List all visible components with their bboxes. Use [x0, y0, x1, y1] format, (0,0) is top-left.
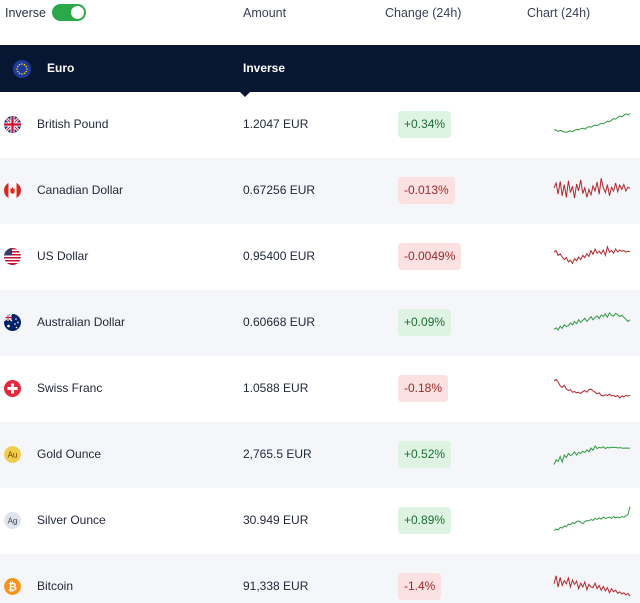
change-badge: -0.0049%: [398, 243, 462, 270]
sparkline-path: [553, 245, 631, 265]
currency-row[interactable]: ₿ Bitcoin 91,338 EUR -1.4%: [0, 554, 640, 603]
sparkline-path: [553, 311, 631, 331]
currency-row[interactable]: Australian Dollar 0.60668 EUR +0.09%: [0, 290, 640, 356]
sparkline-path: [553, 506, 631, 531]
sparkline-path: [553, 445, 631, 465]
currency-name: Australian Dollar: [37, 315, 126, 329]
sparkline-chart: [553, 506, 631, 531]
canada-flag-icon: [4, 182, 21, 199]
sparkline-chart: [553, 445, 631, 465]
inverse-toggle-label: Inverse: [5, 5, 46, 20]
bitcoin-icon: ₿: [4, 578, 21, 595]
svg-text:Au: Au: [8, 451, 18, 460]
australia-flag-icon: [4, 314, 21, 331]
change-badge: +0.09%: [398, 309, 452, 336]
currency-row[interactable]: US Dollar 0.95400 EUR -0.0049%: [0, 224, 640, 290]
currency-row[interactable]: Ag Silver Ounce 30.949 EUR +0.89%: [0, 488, 640, 554]
currency-amount: 0.60668 EUR: [243, 315, 316, 329]
currency-amount: 91,338 EUR: [243, 579, 309, 593]
base-mode-label: Inverse: [243, 61, 286, 75]
inverse-toggle[interactable]: [52, 4, 86, 21]
currency-name: Silver Ounce: [37, 513, 106, 527]
currency-name: Bitcoin: [37, 579, 74, 593]
svg-text:₿: ₿: [8, 581, 17, 594]
currency-row[interactable]: Canadian Dollar 0.67256 EUR -0.013%: [0, 158, 640, 224]
eu-flag-icon: [13, 60, 31, 78]
sparkline-path: [553, 178, 631, 199]
swiss-flag-icon: [4, 380, 21, 397]
header-pointer: [240, 92, 250, 97]
sparkline-chart: [553, 311, 631, 331]
currency-name: Gold Ounce: [37, 447, 102, 461]
change-badge: -0.013%: [398, 177, 455, 204]
currency-row[interactable]: Swiss Franc 1.0588 EUR -0.18%: [0, 356, 640, 422]
currency-amount: 0.95400 EUR: [243, 249, 316, 263]
currency-amount: 1.2047 EUR: [243, 117, 309, 131]
change-badge: +0.52%: [398, 441, 452, 468]
change-badge: -1.4%: [398, 573, 442, 600]
currency-name: Canadian Dollar: [37, 183, 124, 197]
sparkline-chart: [553, 178, 631, 199]
currency-row[interactable]: British Pound 1.2047 EUR +0.34%: [0, 92, 640, 158]
table-header: Inverse Amount Change (24h) Chart (24h): [0, 0, 640, 45]
currency-row[interactable]: Au Gold Ounce 2,765.5 EUR +0.52%: [0, 422, 640, 488]
sparkline-path: [553, 378, 631, 399]
currency-amount: 30.949 EUR: [243, 513, 309, 527]
sparkline-chart: [553, 113, 631, 133]
currency-name: US Dollar: [37, 249, 89, 263]
column-header-amount: Amount: [243, 6, 287, 20]
currency-amount: 1.0588 EUR: [243, 381, 309, 395]
column-header-chart: Chart (24h): [527, 6, 591, 20]
currency-amount: 2,765.5 EUR: [243, 447, 312, 461]
uk-flag-icon: [4, 116, 21, 133]
sparkline-path: [553, 575, 631, 597]
change-badge: -0.18%: [398, 375, 449, 402]
gold-ounce-icon: Au: [4, 446, 21, 463]
sparkline-chart: [553, 378, 631, 399]
us-flag-icon: [4, 248, 21, 265]
base-currency-row[interactable]: Euro Inverse: [0, 45, 640, 92]
svg-text:Ag: Ag: [8, 517, 18, 526]
currency-name: British Pound: [37, 117, 109, 131]
toggle-knob: [71, 6, 84, 19]
silver-ounce-icon: Ag: [4, 512, 21, 529]
currency-name: Swiss Franc: [37, 381, 103, 395]
inverse-toggle-group[interactable]: Inverse: [5, 4, 86, 21]
sparkline-chart: [553, 245, 631, 265]
column-header-change: Change (24h): [385, 6, 462, 20]
change-badge: +0.89%: [398, 507, 452, 534]
change-badge: +0.34%: [398, 111, 452, 138]
currency-amount: 0.67256 EUR: [243, 183, 316, 197]
base-currency-name: Euro: [47, 61, 75, 75]
sparkline-path: [553, 113, 631, 133]
sparkline-chart: [553, 575, 631, 597]
